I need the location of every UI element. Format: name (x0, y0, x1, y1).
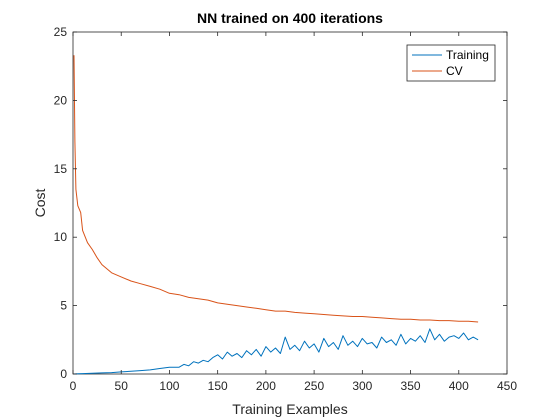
y-tick-label: 25 (54, 25, 68, 39)
x-axis-label: Training Examples (232, 401, 347, 417)
x-tick-label: 300 (352, 379, 372, 393)
y-tick-label: 0 (60, 367, 67, 381)
x-tick-label: 250 (304, 379, 324, 393)
y-tick-label: 15 (54, 162, 68, 176)
legend-label-training: Training (446, 48, 489, 62)
x-tick-label: 0 (70, 379, 77, 393)
x-tick-label: 150 (208, 379, 228, 393)
legend-label-cv: CV (446, 64, 463, 78)
x-tick-label: 50 (115, 379, 129, 393)
chart-title: NN trained on 400 iterations (197, 10, 383, 26)
series-line-cv (73, 55, 479, 323)
tick-layer: 0 50 100 150 200 250 300 350 400 450 0 5 10 15 20 25 (54, 25, 518, 393)
y-tick-label: 5 (60, 299, 67, 313)
y-tick-label: 10 (54, 230, 68, 244)
x-tick-label: 100 (159, 379, 179, 393)
x-tick-label: 350 (401, 379, 421, 393)
legend: Training CV (406, 44, 496, 82)
series-line-training (73, 328, 479, 375)
series-layer (73, 55, 479, 375)
x-tick-label: 400 (449, 379, 469, 393)
y-tick-label: 20 (54, 93, 68, 107)
plot-area (72, 31, 508, 375)
y-axis-label: Cost (32, 189, 48, 218)
legend-box (406, 44, 496, 82)
x-tick-label: 200 (256, 379, 276, 393)
x-tick-label: 450 (497, 379, 517, 393)
